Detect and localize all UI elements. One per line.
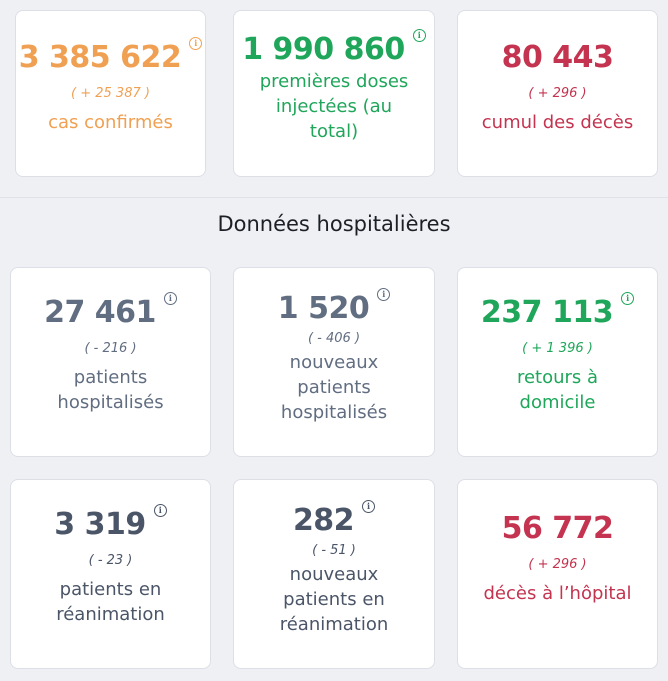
info-icon[interactable]: i <box>153 504 167 517</box>
card-nouveaux-hospitalises: 1 520 i ( - 406 ) nouveaux patients hosp… <box>233 267 435 457</box>
card-value-row: 27 461 i <box>44 292 177 330</box>
card-value: 3 319 <box>54 507 146 542</box>
card-value: 80 443 <box>501 40 614 75</box>
card-deces-hopital: 56 772 ( + 296 ) décès à l’hôpital <box>457 479 658 669</box>
card-label: décès à l’hôpital <box>483 582 632 604</box>
card-value: 237 113 <box>480 295 614 330</box>
card-retours-domicile: 237 113 i ( + 1 396 ) retours à domicile <box>457 267 658 457</box>
info-icon[interactable]: i <box>189 37 203 50</box>
card-delta: ( + 296 ) <box>528 557 587 572</box>
info-icon[interactable]: i <box>163 292 177 305</box>
card-delta: ( - 23 ) <box>88 553 133 568</box>
card-value-row: 3 385 622 i <box>18 37 203 75</box>
card-delta: ( + 296 ) <box>528 86 587 101</box>
card-premieres-doses: 1 990 860 i premières doses injectées (a… <box>233 10 435 177</box>
card-delta: ( + 1 396 ) <box>522 341 593 356</box>
card-patients-hospitalises: 27 461 i ( - 216 ) patients hospitalisés <box>10 267 211 457</box>
info-icon[interactable]: i <box>621 292 635 305</box>
card-value: 282 <box>292 503 355 538</box>
card-value: 1 990 860 <box>242 32 405 67</box>
card-value: 1 520 <box>277 291 370 326</box>
card-label: cumul des décès <box>481 111 634 133</box>
card-label: nouveaux patients hospitalisés <box>280 351 388 423</box>
card-delta: ( - 51 ) <box>312 543 356 558</box>
card-value-row: 56 772 <box>502 512 614 545</box>
card-value: 3 385 622 <box>18 40 182 75</box>
card-label: cas confirmés <box>48 111 173 133</box>
card-value-row: 3 319 i <box>54 504 167 542</box>
section-title: Données hospitalières <box>217 212 451 236</box>
card-delta: ( + 25 387 ) <box>71 86 150 101</box>
info-icon[interactable]: i <box>412 29 426 42</box>
card-value-row: 282 i <box>292 500 376 538</box>
card-patients-reanimation: 3 319 i ( - 23 ) patients en réanimation <box>10 479 211 669</box>
card-cumul-deces: 80 443 ( + 296 ) cumul des décès <box>457 10 658 177</box>
section-divider <box>0 197 668 198</box>
card-label: nouveaux patients en réanimation <box>279 563 389 635</box>
card-value-row: 1 990 860 i <box>242 29 426 67</box>
info-icon[interactable]: i <box>377 288 391 301</box>
card-delta: ( - 406 ) <box>307 331 361 346</box>
card-value-row: 80 443 <box>502 41 614 74</box>
card-value-row: 1 520 i <box>277 288 391 326</box>
card-cas-confirmes: 3 385 622 i ( + 25 387 ) cas confirmés <box>15 10 206 177</box>
card-label: patients en réanimation <box>56 578 165 625</box>
card-nouveaux-reanimation: 282 i ( - 51 ) nouveaux patients en réan… <box>233 479 435 669</box>
card-label: patients hospitalisés <box>57 366 164 413</box>
info-icon[interactable]: i <box>362 500 376 513</box>
card-value: 56 772 <box>501 511 614 546</box>
card-value-row: 237 113 i <box>480 292 635 330</box>
card-label: premières doses injectées (au total) <box>259 71 409 143</box>
card-delta: ( - 216 ) <box>84 341 137 356</box>
card-value: 27 461 <box>44 295 156 330</box>
card-label: retours à domicile <box>516 366 599 413</box>
